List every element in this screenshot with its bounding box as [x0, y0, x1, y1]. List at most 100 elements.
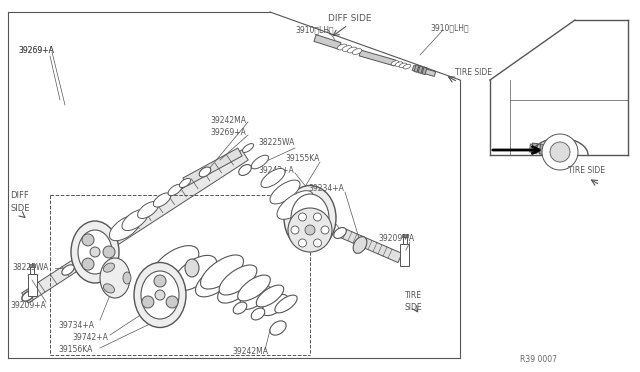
Text: 39742+A: 39742+A: [72, 334, 108, 343]
Polygon shape: [359, 50, 396, 66]
Ellipse shape: [154, 193, 171, 207]
Circle shape: [321, 226, 329, 234]
Ellipse shape: [342, 46, 352, 51]
Circle shape: [142, 296, 154, 308]
Text: 39155KA: 39155KA: [285, 154, 319, 163]
Ellipse shape: [348, 47, 356, 53]
Polygon shape: [183, 148, 242, 186]
Circle shape: [90, 247, 100, 257]
Text: 38225WA: 38225WA: [12, 263, 49, 273]
Ellipse shape: [252, 155, 269, 169]
Circle shape: [166, 296, 178, 308]
Ellipse shape: [195, 265, 234, 297]
Circle shape: [154, 275, 166, 287]
Ellipse shape: [168, 185, 182, 196]
Ellipse shape: [138, 202, 159, 218]
Text: 38225WA: 38225WA: [258, 138, 294, 147]
Circle shape: [103, 246, 115, 258]
Ellipse shape: [333, 228, 346, 238]
Ellipse shape: [252, 308, 265, 320]
Ellipse shape: [403, 64, 411, 69]
Ellipse shape: [219, 265, 257, 295]
Ellipse shape: [109, 215, 141, 241]
Ellipse shape: [239, 164, 252, 176]
Polygon shape: [338, 227, 402, 263]
Ellipse shape: [391, 61, 399, 65]
Text: 39269+A: 39269+A: [18, 45, 54, 55]
Ellipse shape: [71, 221, 119, 283]
Ellipse shape: [104, 284, 115, 293]
Text: 39242MA: 39242MA: [210, 115, 246, 125]
Bar: [29, 263, 35, 267]
Circle shape: [298, 213, 307, 221]
Ellipse shape: [218, 275, 252, 303]
Circle shape: [155, 290, 165, 300]
Polygon shape: [418, 66, 423, 73]
Polygon shape: [531, 143, 538, 154]
Bar: [402, 234, 408, 237]
Ellipse shape: [62, 265, 74, 275]
Text: TIRE: TIRE: [405, 291, 422, 299]
Text: DIFF SIDE: DIFF SIDE: [328, 13, 372, 22]
Text: 39209+A: 39209+A: [10, 301, 46, 310]
Text: DIFF: DIFF: [10, 190, 29, 199]
Ellipse shape: [199, 167, 211, 177]
Text: TIRE SIDE: TIRE SIDE: [568, 166, 605, 174]
Ellipse shape: [256, 285, 284, 307]
Circle shape: [305, 225, 315, 235]
Ellipse shape: [22, 291, 34, 301]
Ellipse shape: [261, 169, 285, 187]
Ellipse shape: [141, 271, 179, 319]
Ellipse shape: [237, 275, 270, 301]
Polygon shape: [556, 146, 561, 157]
Text: 39269+A: 39269+A: [18, 45, 54, 55]
Polygon shape: [22, 150, 248, 303]
Circle shape: [291, 226, 299, 234]
Ellipse shape: [151, 246, 199, 284]
Ellipse shape: [395, 62, 403, 67]
Circle shape: [298, 239, 307, 247]
Ellipse shape: [173, 256, 217, 291]
Ellipse shape: [288, 208, 332, 252]
Ellipse shape: [233, 302, 247, 314]
Text: R39 0007: R39 0007: [520, 356, 557, 365]
Ellipse shape: [179, 179, 191, 187]
Ellipse shape: [284, 186, 336, 250]
Ellipse shape: [337, 44, 347, 50]
Bar: [403, 237, 407, 244]
Circle shape: [314, 239, 321, 247]
Circle shape: [314, 213, 321, 221]
Circle shape: [542, 134, 578, 170]
Polygon shape: [314, 35, 341, 49]
Bar: [28, 274, 36, 296]
Ellipse shape: [100, 258, 130, 298]
Text: 39209MA: 39209MA: [378, 234, 414, 243]
Circle shape: [550, 142, 570, 162]
Text: 39234+A: 39234+A: [308, 183, 344, 192]
Ellipse shape: [270, 180, 300, 204]
Polygon shape: [530, 144, 572, 156]
Circle shape: [82, 234, 94, 246]
Polygon shape: [422, 67, 427, 75]
Ellipse shape: [277, 191, 313, 219]
Text: SIDE: SIDE: [405, 302, 422, 311]
Bar: [29, 267, 35, 274]
Text: 39269+A: 39269+A: [210, 128, 246, 137]
Circle shape: [82, 258, 94, 270]
Ellipse shape: [291, 194, 329, 242]
Ellipse shape: [270, 321, 286, 335]
Ellipse shape: [352, 49, 362, 54]
Text: 3910〈LH〉: 3910〈LH〉: [430, 23, 468, 32]
Polygon shape: [540, 144, 545, 154]
Polygon shape: [412, 65, 436, 76]
Text: 39734+A: 39734+A: [58, 321, 94, 330]
Ellipse shape: [134, 263, 186, 327]
Text: 39156KA: 39156KA: [58, 346, 92, 355]
Ellipse shape: [78, 230, 112, 274]
Text: 3910〈LH〉: 3910〈LH〉: [295, 26, 333, 35]
Ellipse shape: [243, 144, 253, 153]
Ellipse shape: [123, 272, 131, 284]
Text: TIRE SIDE: TIRE SIDE: [455, 67, 492, 77]
Ellipse shape: [399, 63, 407, 68]
Ellipse shape: [200, 255, 243, 289]
